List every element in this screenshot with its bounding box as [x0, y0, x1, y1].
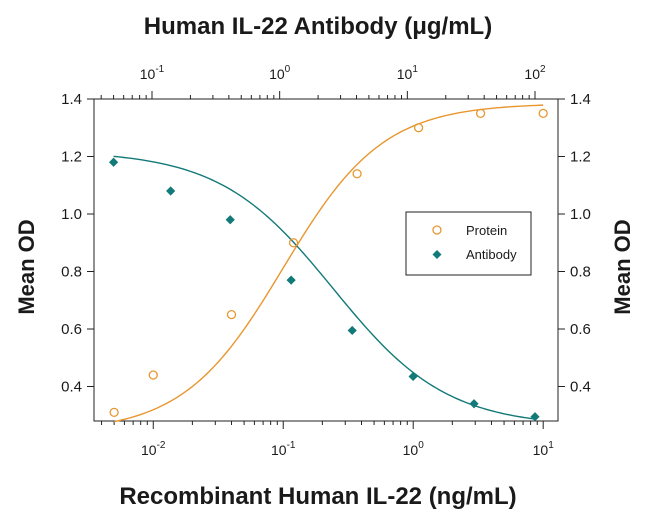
legend-antibody-marker: [432, 250, 442, 259]
y-tick-label-right: 0.6: [570, 321, 591, 338]
y-axis-title-left: Mean OD: [14, 219, 39, 314]
legend-box: [405, 211, 532, 276]
y-tick-label-right: 0.4: [570, 379, 591, 396]
y-tick-label-right: 0.8: [570, 264, 591, 281]
protein-point: [148, 370, 158, 380]
y-tick-label-right: 1.2: [570, 149, 591, 166]
curves-layer: [113, 104, 544, 423]
antibody-point: [347, 325, 357, 336]
ticks-layer: 10-2 10-1 100 101 10-1 100 101 102 0.4 0.4 0.6 0.6 0…: [61, 64, 591, 458]
top-tick-label: 100: [269, 64, 291, 82]
legend-antibody-label: Antibody: [466, 247, 517, 262]
x-tick-label: 10-2: [141, 440, 166, 458]
y-tick-label-right: 1.4: [570, 91, 591, 108]
plot-area: [93, 98, 559, 422]
top-tick-label: 10-1: [140, 64, 165, 82]
protein-point: [226, 309, 237, 320]
top-axis-title: Human IL-22 Antibody (μg/mL): [144, 13, 492, 40]
antibody-point: [166, 186, 176, 196]
y-tick-label-left: 1.4: [61, 91, 82, 108]
antibody-point: [408, 371, 418, 382]
y-tick-label-left: 1.2: [61, 149, 82, 166]
y-tick-label-left: 0.8: [61, 264, 82, 281]
antibody-point: [469, 399, 479, 409]
top-tick-label: 102: [524, 64, 546, 82]
legend-protein-marker: [432, 225, 442, 235]
x-tick-label: 101: [533, 440, 555, 458]
protein-point: [475, 108, 486, 119]
y-tick-label-left: 0.4: [61, 379, 82, 396]
y-tick-label-left: 1.0: [61, 206, 82, 223]
protein-point: [288, 238, 299, 248]
antibody-point: [225, 215, 235, 225]
top-tick-label: 101: [397, 64, 419, 82]
protein-point: [538, 108, 548, 119]
y-tick-label-right: 1.0: [570, 206, 591, 223]
protein-point: [352, 169, 362, 179]
antibody-point: [530, 412, 540, 422]
legend-protein-label: Protein: [466, 223, 507, 238]
legend: Protein Antibody: [405, 211, 532, 276]
x-axis-title: Recombinant Human IL-22 (ng/mL): [119, 483, 516, 510]
protein-point: [109, 407, 119, 418]
x-tick-label: 100: [403, 440, 425, 458]
protein-point: [413, 123, 424, 133]
antibody-fit-curve: [113, 155, 536, 420]
points-layer: [108, 108, 548, 422]
antibody-point: [108, 157, 119, 167]
y-axis-title-right: Mean OD: [610, 219, 635, 314]
x-tick-label: 10-1: [271, 440, 296, 458]
protein-fit-curve: [113, 104, 544, 423]
y-tick-label-left: 0.6: [61, 321, 82, 338]
antibody-point: [286, 275, 296, 285]
